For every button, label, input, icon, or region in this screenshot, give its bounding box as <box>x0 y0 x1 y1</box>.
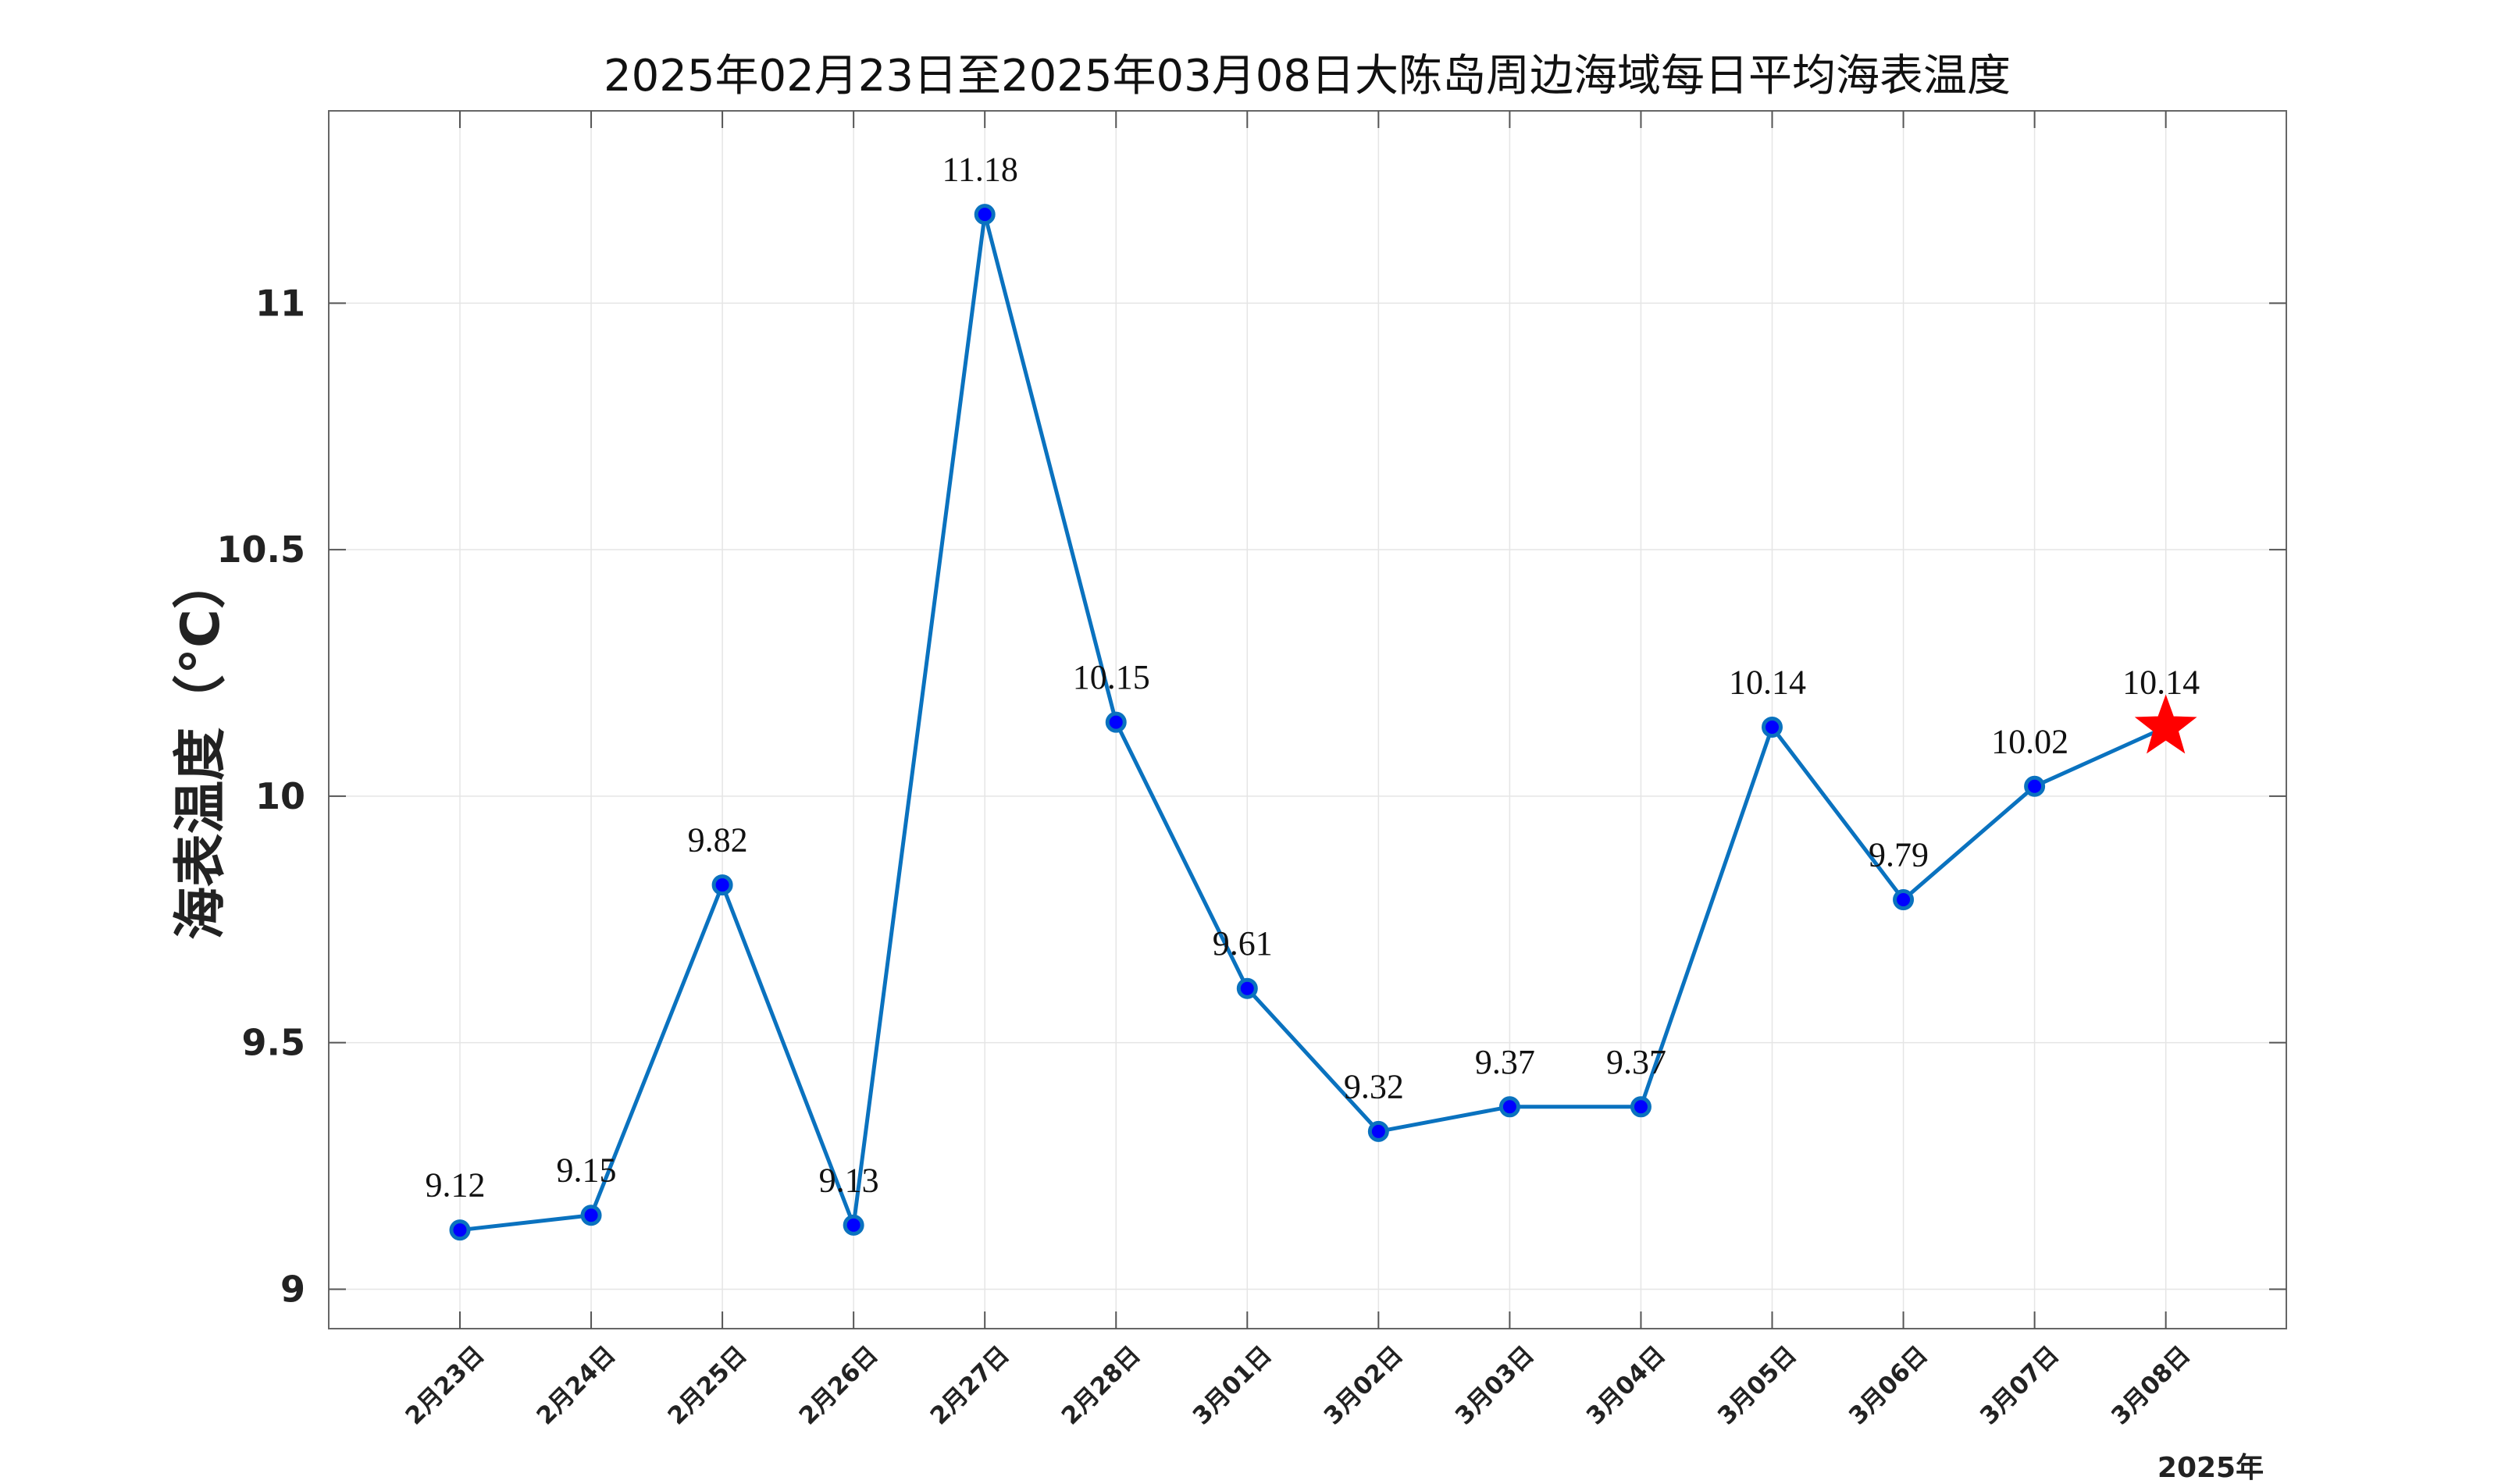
data-label: 9.37 <box>1606 1043 1666 1081</box>
data-label-layer: 9.12 9.15 9.82 9.13 11.18 10.15 9.61 9.32 9.37 9.… <box>426 151 2200 1205</box>
data-point <box>1498 1096 1520 1118</box>
data-label: 9.61 <box>1213 924 1273 963</box>
x-tick-label: 3月07日 <box>1975 1340 2065 1430</box>
x-tick-label: 2月27日 <box>925 1340 1015 1430</box>
data-point <box>1762 716 1783 738</box>
x-tick-label: 2月23日 <box>400 1340 490 1430</box>
year-label: 2025年 <box>2157 1452 2264 1484</box>
data-point <box>843 1214 864 1236</box>
x-tick-label: 2月28日 <box>1056 1340 1146 1430</box>
data-point-star <box>2134 694 2197 754</box>
data-label: 9.79 <box>1869 836 1929 874</box>
y-tick-label: 10 <box>255 775 305 817</box>
data-label: 9.37 <box>1475 1043 1535 1081</box>
grid-layer <box>329 111 2286 1329</box>
x-tick-label: 3月03日 <box>1450 1340 1540 1430</box>
x-tick-label: 3月02日 <box>1319 1340 1409 1430</box>
tick-layer: 9 9.5 10 10.5 11 2月23日 2月24日 2月25日 2月26日 2月27日 2月2… <box>217 111 2286 1430</box>
data-point <box>2024 775 2046 797</box>
x-tick-label: 3月01日 <box>1188 1340 1277 1430</box>
y-tick-label: 10.5 <box>217 528 306 571</box>
data-label: 9.13 <box>819 1161 879 1199</box>
data-point <box>711 874 733 896</box>
x-tick-label: 3月08日 <box>2106 1340 2196 1430</box>
data-label: 10.14 <box>1729 663 1806 701</box>
data-label: 9.32 <box>1344 1067 1404 1105</box>
data-point <box>1893 889 1915 911</box>
data-label: 11.18 <box>942 151 1018 189</box>
data-label: 10.15 <box>1073 658 1150 696</box>
data-label: 10.02 <box>1991 722 2068 760</box>
data-point <box>1105 711 1127 733</box>
x-tick-label: 2月25日 <box>662 1340 752 1430</box>
data-label: 10.14 <box>2122 663 2200 701</box>
y-tick-label: 9.5 <box>242 1022 306 1064</box>
data-point <box>1630 1096 1652 1118</box>
data-label: 9.15 <box>557 1151 617 1190</box>
chart-title: 2025年02月23日至2025年03月08日大陈岛周边海域每日平均海表温度 <box>604 51 2011 101</box>
data-point <box>449 1219 471 1241</box>
y-tick-label: 9 <box>280 1268 305 1310</box>
series-line <box>458 212 2168 1233</box>
x-tick-label: 3月04日 <box>1581 1340 1671 1430</box>
series-layer <box>449 204 2197 1241</box>
data-point <box>580 1205 602 1226</box>
x-tick-label: 3月06日 <box>1844 1340 1933 1430</box>
x-tick-label: 2月24日 <box>531 1340 621 1430</box>
x-tick-label: 2月26日 <box>794 1340 884 1430</box>
data-label: 9.12 <box>426 1166 486 1205</box>
data-label: 9.82 <box>688 821 748 859</box>
data-point <box>1367 1120 1389 1142</box>
y-axis-label: 海表温度（°C） <box>170 556 232 940</box>
data-point <box>974 204 996 226</box>
x-tick-label: 3月05日 <box>1712 1340 1802 1430</box>
y-tick-label: 11 <box>255 282 305 324</box>
plot-frame <box>328 110 2287 1329</box>
data-point <box>1236 977 1258 999</box>
